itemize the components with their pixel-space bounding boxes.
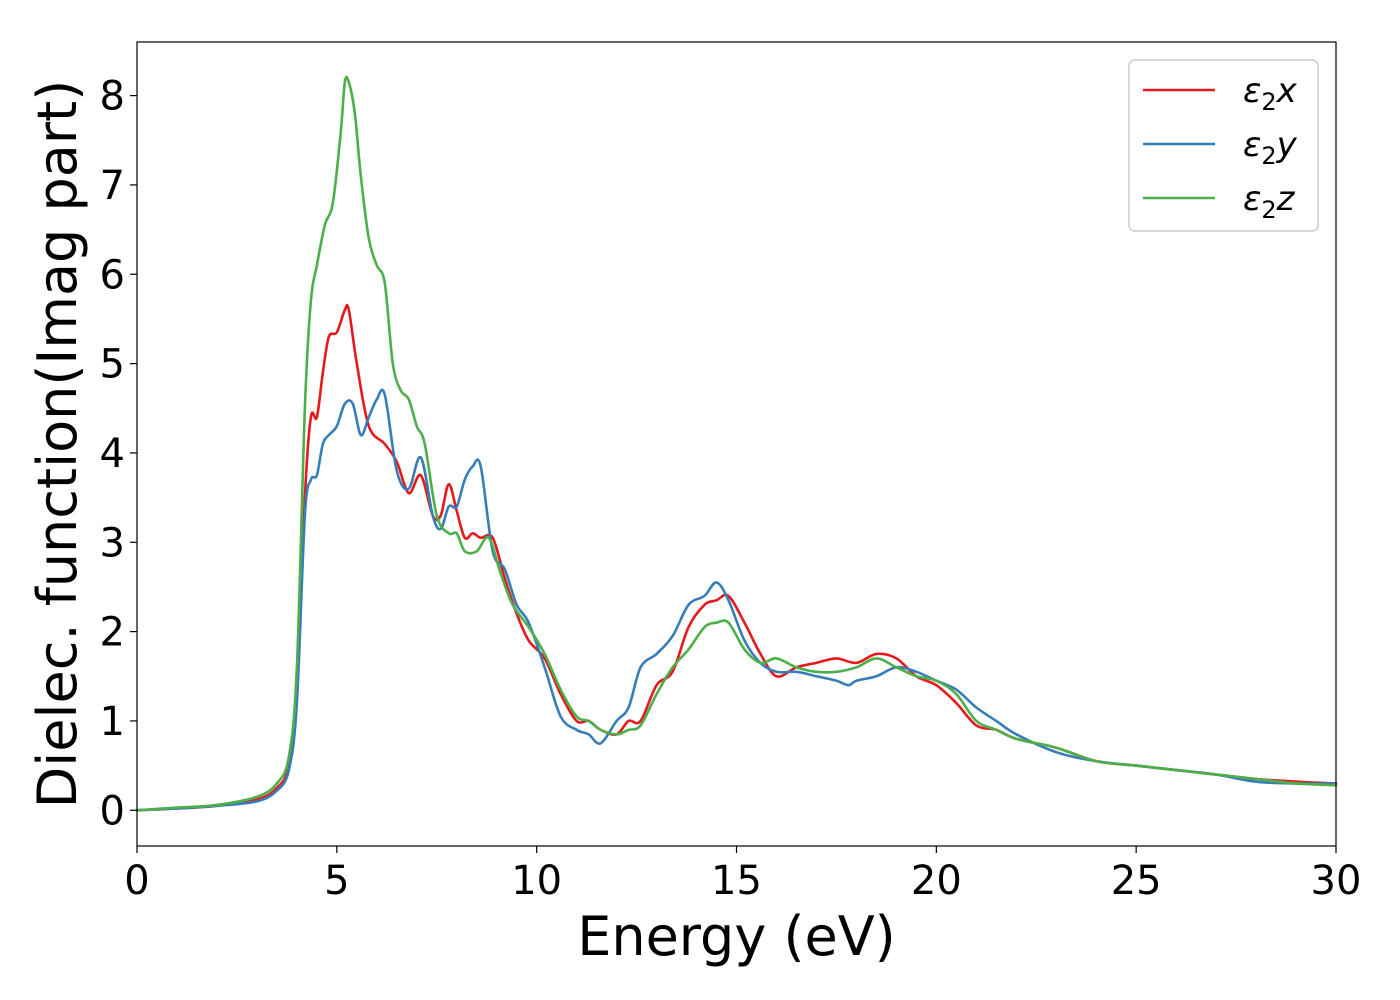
series-line-x (135, 303, 1338, 812)
legend: ε2x ε2y ε2z (1128, 59, 1319, 232)
x-tick-label: 5 (324, 858, 349, 904)
series-line-z (135, 75, 1338, 812)
x-tick-label: 0 (124, 858, 149, 904)
series-layer (135, 75, 1338, 812)
legend-box (1128, 59, 1319, 232)
y-tick-label: 8 (100, 74, 125, 120)
y-axis-ticks: 0 1 2 3 4 5 6 7 8 (100, 74, 137, 834)
y-tick-label: 4 (100, 431, 125, 477)
y-tick-label: 7 (100, 163, 125, 209)
x-tick-label: 30 (1311, 858, 1362, 904)
x-tick-label: 25 (1111, 858, 1162, 904)
y-tick-label: 6 (100, 252, 125, 298)
x-tick-label: 20 (911, 858, 962, 904)
x-axis-title: Energy (eV) (577, 905, 896, 968)
x-tick-label: 15 (711, 858, 762, 904)
legend-label-z: ε2z (1243, 179, 1296, 224)
legend-label-x: ε2x (1243, 71, 1298, 116)
x-tick-label: 10 (511, 858, 562, 904)
y-tick-label: 0 (100, 788, 125, 834)
y-tick-label: 1 (100, 699, 125, 745)
y-tick-label: 3 (100, 520, 125, 566)
legend-label-y: ε2y (1243, 125, 1298, 170)
x-axis-ticks: 0 5 10 15 20 25 30 (124, 846, 1361, 904)
y-tick-label: 5 (100, 342, 125, 388)
y-axis-title: Dielec. function(Imag part) (26, 80, 89, 809)
y-tick-label: 2 (100, 610, 125, 656)
